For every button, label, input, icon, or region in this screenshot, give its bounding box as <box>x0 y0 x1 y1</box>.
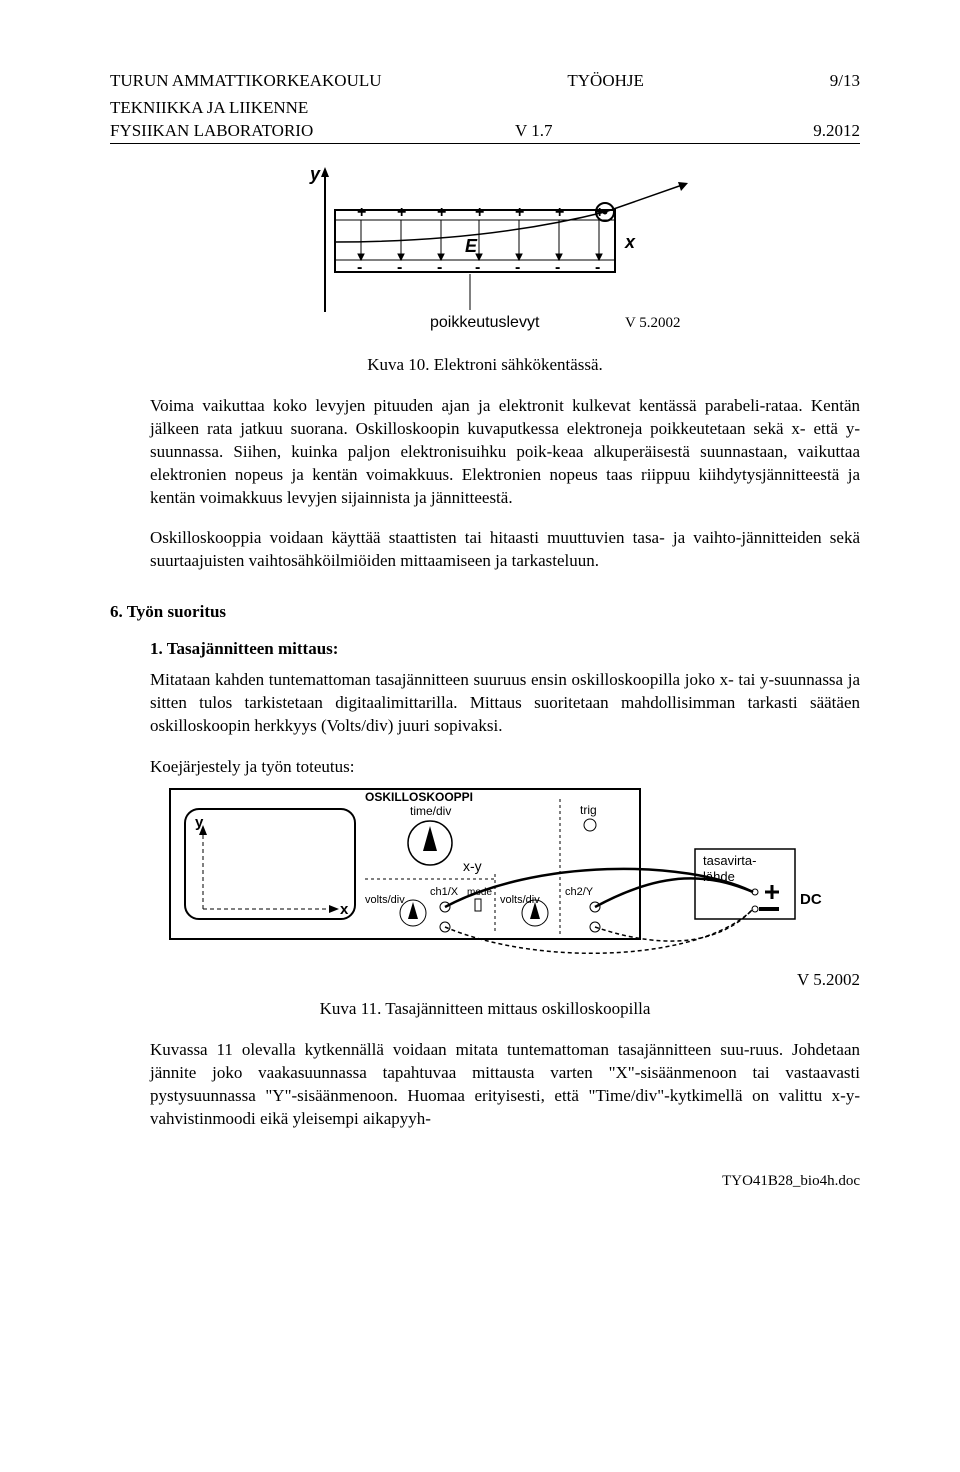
fig11-svg: y x OSKILLOSKOOPPI time/div x-y trig vol… <box>165 779 845 959</box>
svg-text:-: - <box>357 259 362 276</box>
hdr-page: 9/13 <box>830 70 860 93</box>
hdr-org2: TEKNIIKKA JA LIIKENNE <box>110 97 860 120</box>
svg-text:-: - <box>397 259 402 276</box>
hdr-org3: FYSIIKAN LABORATORIO <box>110 120 470 143</box>
hdr-row3: FYSIIKAN LABORATORIO V 1.7 9.2012 <box>110 120 860 143</box>
figure-11: y x OSKILLOSKOOPPI time/div x-y trig vol… <box>150 779 860 959</box>
svg-text:-: - <box>475 259 480 276</box>
svg-text:-: - <box>595 259 600 276</box>
para-1: Voima vaikuttaa koko levyjen pituuden aj… <box>150 395 860 510</box>
fig11-xy: x-y <box>463 858 482 874</box>
svg-text:+: + <box>397 204 406 221</box>
hdr-org1: TURUN AMMATTIKORKEAKOULU <box>110 70 382 93</box>
para-3: Mitataan kahden tuntemattoman tasajännit… <box>150 669 860 738</box>
svg-text:-: - <box>515 259 520 276</box>
figure-10: y +++ ++++ --- ---- E x poikkeutuslevyt … <box>110 162 860 377</box>
fig10-plate-label: poikkeutuslevyt <box>430 314 540 331</box>
hdr-date: 9.2012 <box>710 120 860 143</box>
fig11-version: V 5.2002 <box>110 969 860 992</box>
para-5: Kuvassa 11 olevalla kytkennällä voidaan … <box>150 1039 860 1131</box>
fig11-x: x <box>340 901 349 918</box>
section-6-heading: 6. Työn suoritus <box>110 601 860 624</box>
para-2: Oskilloskooppia voidaan käyttää staattis… <box>150 527 860 573</box>
fig11-osc-title: OSKILLOSKOOPPI <box>365 790 473 804</box>
hdr-rule <box>110 143 860 144</box>
fig11-ch1: ch1/X <box>430 886 459 898</box>
fig11-dc: DC <box>800 891 822 908</box>
svg-text:+: + <box>555 204 564 221</box>
svg-text:-: - <box>437 259 442 276</box>
page-header: TURUN AMMATTIKORKEAKOULU TYÖOHJE 9/13 <box>110 70 860 93</box>
fig11-caption: Kuva 11. Tasajännitteen mittaus oskillos… <box>110 998 860 1021</box>
fig10-version: V 5.2002 <box>625 315 681 331</box>
fig11-volts1: volts/div <box>365 894 405 906</box>
fig10-y-label: y <box>309 164 321 184</box>
sub-1-heading: 1. Tasajännitteen mittaus: <box>150 638 860 661</box>
svg-text:+: + <box>437 204 446 221</box>
svg-text:+: + <box>515 204 524 221</box>
fig11-ch2: ch2/Y <box>565 886 594 898</box>
hdr-doc: TYÖOHJE <box>567 70 644 93</box>
svg-text:+: + <box>357 204 366 221</box>
fig10-svg: y +++ ++++ --- ---- E x poikkeutuslevyt … <box>255 162 715 352</box>
fig11-trig: trig <box>580 803 597 817</box>
svg-text:-: - <box>555 259 560 276</box>
para-4: Koejärjestely ja työn toteutus: <box>150 756 860 779</box>
fig10-e-label: E <box>465 236 478 256</box>
svg-text:+: + <box>475 204 484 221</box>
fig11-src1: tasavirta- <box>703 853 756 868</box>
fig10-x-label: x <box>624 232 636 252</box>
fig11-time: time/div <box>410 804 451 818</box>
footer-filename: TYO41B28_bio4h.doc <box>110 1171 860 1191</box>
hdr-ver: V 1.7 <box>515 120 665 143</box>
fig10-caption: Kuva 10. Elektroni sähkökentässä. <box>110 354 860 377</box>
